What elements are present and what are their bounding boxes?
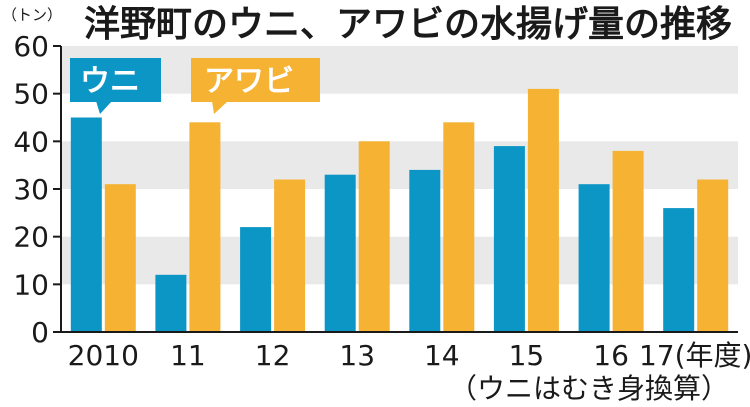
legend-uni: ウニ [70,58,161,114]
bars-layer [70,88,729,333]
x-tick-label: 2010 [68,339,139,372]
bar-uni [663,208,695,332]
legend: ウニ アワビ [70,58,320,114]
legend-awabi: アワビ [191,58,320,114]
bar-awabi [443,122,475,332]
bar-awabi [358,141,390,332]
y-tick-label: 40 [13,125,49,158]
x-tick-label: 13 [339,339,375,372]
x-tick-label: 16 [593,339,629,372]
axis-layer: 2010 11 12 13 14 15 16 17(年度) 0 10 20 30 40 50 60 [13,30,750,372]
legend-uni-label: ウニ [80,64,140,99]
bar-uni [70,117,102,332]
legend-uni-pointer [96,101,112,114]
bar-awabi [189,122,221,332]
x-axis-note: （ウニはむき身換算） [449,372,729,405]
x-tick-label: 11 [170,339,206,372]
y-axis-unit: （トン） [2,6,62,24]
bar-awabi [527,88,559,333]
y-tick-label: 50 [13,78,49,111]
bar-awabi [612,150,644,332]
bar-awabi [274,179,306,332]
bar-uni [240,227,272,332]
legend-awabi-label: アワビ [204,64,294,99]
bar-uni [155,274,187,332]
y-tick-label: 60 [13,30,49,63]
legend-uni-box [70,58,161,102]
bar-uni [409,169,441,332]
bar-uni [324,174,356,332]
y-tick-label: 0 [31,316,49,349]
x-tick-label: 12 [255,339,291,372]
y-tick-label: 10 [13,268,49,301]
x-tick-label: 17(年度) [639,339,750,372]
y-tick-label: 30 [13,173,49,206]
bar-awabi [697,179,729,332]
bar-uni [493,146,525,332]
legend-awabi-pointer [212,101,228,114]
bar-uni [578,184,610,332]
x-tick-label: 14 [424,339,460,372]
chart-title: 洋野町のウニ、アワビの水揚げ量の推移 [84,4,732,45]
y-tick-label: 20 [13,221,49,254]
grid-band [61,46,738,94]
legend-awabi-box [191,58,320,102]
x-tick-label: 15 [509,339,545,372]
bar-awabi [104,184,136,332]
